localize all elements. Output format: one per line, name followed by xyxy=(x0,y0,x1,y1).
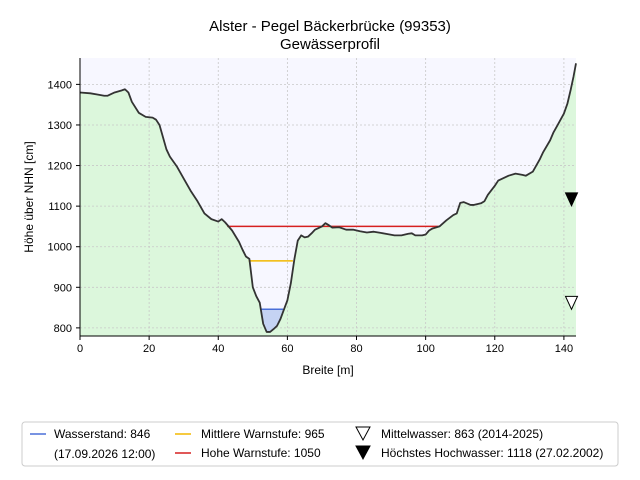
profile-line xyxy=(79,63,577,333)
y-tick-label: 1100 xyxy=(48,201,72,213)
y-tick-label: 1200 xyxy=(48,161,72,173)
legend: Wasserstand: 846 (17.09.2026 12:00) Mitt… xyxy=(21,421,619,467)
chart-subtitle: Gewässerprofil xyxy=(280,36,380,53)
x-tick-label: 20 xyxy=(143,343,155,355)
legend-wasserstand-date: (17.09.2026 12:00) xyxy=(54,447,155,461)
legend-wasserstand: Wasserstand: 846 xyxy=(54,427,151,441)
legend-mittelwasser: Mittelwasser: 863 (2014-2025) xyxy=(381,427,543,441)
plot-area: 0 20 40 60 80 100 120 140 800 900 1000 1100 1200 1300… xyxy=(48,58,579,355)
legend-hochwasser-triangle xyxy=(355,445,371,461)
legend-mittelwasser-triangle xyxy=(355,426,371,442)
y-tick-label: 1400 xyxy=(48,79,72,91)
hochwasser-marker xyxy=(564,192,579,208)
y-tick-label: 900 xyxy=(54,282,72,294)
water-fill xyxy=(260,309,284,332)
x-tick-label: 120 xyxy=(486,343,504,355)
x-tick-label: 0 xyxy=(77,343,83,355)
chart-title: Alster - Pegel Bäckerbrücke (99353) xyxy=(209,18,451,35)
legend-high-warn: Hohe Warnstufe: 1050 xyxy=(201,446,321,460)
x-tick-label: 40 xyxy=(212,343,224,355)
x-tick-label: 140 xyxy=(555,343,573,355)
y-tick-label: 1000 xyxy=(48,242,72,254)
y-tick-label: 1300 xyxy=(48,120,72,132)
legend-mid-warn: Mittlere Warnstufe: 965 xyxy=(201,427,325,441)
x-tick-label: 80 xyxy=(350,343,362,355)
ground-area xyxy=(80,63,576,337)
x-axis-label: Breite [m] xyxy=(302,363,353,377)
x-tick-label: 100 xyxy=(416,343,434,355)
x-tick-label: 60 xyxy=(281,343,293,355)
y-tick-label: 800 xyxy=(54,323,72,335)
legend-hochwasser: Höchstes Hochwasser: 1118 (27.02.2002) xyxy=(381,446,603,460)
legend-frame xyxy=(21,421,619,467)
y-axis-label: Höhe über NHN [cm] xyxy=(22,141,36,252)
mittelwasser-marker xyxy=(564,295,579,311)
